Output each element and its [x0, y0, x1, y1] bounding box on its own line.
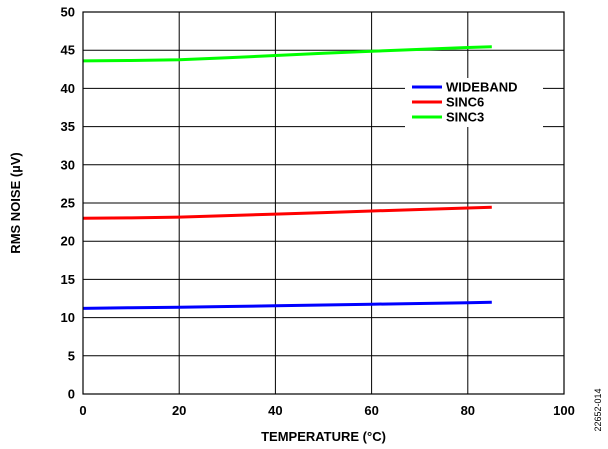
figure-id-label: 22652-014 [593, 388, 603, 431]
plot-frame [82, 11, 565, 395]
y-tick-label: 20 [61, 234, 75, 249]
series-line-wideband [82, 300, 492, 310]
y-tick-label: 0 [68, 387, 75, 402]
y-tick-label: 35 [61, 119, 75, 134]
y-tick-label: 30 [61, 157, 75, 172]
x-tick-label: 60 [364, 403, 378, 418]
y-tick-label: 50 [61, 5, 75, 20]
y-tick-label: 45 [61, 43, 75, 58]
x-tick-label: 100 [553, 403, 575, 418]
y-tick-label: 5 [68, 348, 75, 363]
x-axis-title: TEMPERATURE (°C) [261, 429, 386, 444]
y-tick-labels: 0 5 10 15 20 25 30 35 40 45 50 [61, 5, 75, 402]
y-tick-label: 10 [61, 310, 75, 325]
y-tick-label: 25 [61, 196, 75, 211]
x-tick-label: 0 [79, 403, 86, 418]
x-tick-label: 40 [268, 403, 282, 418]
legend-label-sinc3: SINC3 [446, 110, 484, 125]
y-tick-label: 15 [61, 272, 75, 287]
grid [83, 12, 564, 394]
series [82, 45, 492, 310]
legend-label-wideband: WIDEBAND [446, 80, 518, 95]
x-tick-label: 20 [172, 403, 186, 418]
series-line-sinc6 [82, 205, 492, 220]
y-axis-title: RMS NOISE (µV) [8, 152, 23, 253]
legend-label-sinc6: SINC6 [446, 95, 484, 110]
x-tick-labels: 0 20 40 60 80 100 [79, 403, 574, 418]
x-tick-label: 80 [461, 403, 475, 418]
y-tick-label: 40 [61, 81, 75, 96]
series-line-sinc3 [82, 45, 492, 63]
